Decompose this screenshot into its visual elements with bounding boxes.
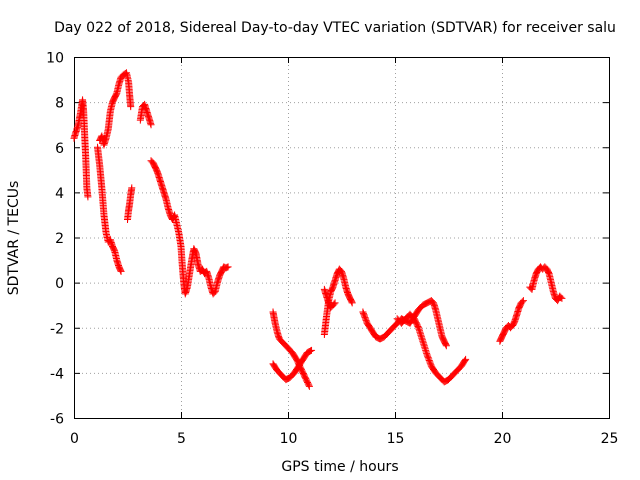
data-point xyxy=(117,267,125,275)
data-point xyxy=(518,298,526,306)
data-point xyxy=(117,266,125,274)
x-tick-label: 10 xyxy=(280,431,298,447)
axis-ticks: 0 5 10 15 20 25 -6 -4 -2 0 2 4 6 8 10 xyxy=(46,51,618,448)
data-point xyxy=(305,382,313,390)
x-tick-label: 0 xyxy=(70,431,79,447)
data-point xyxy=(308,346,316,354)
y-tick-label: -6 xyxy=(50,412,64,428)
data-point xyxy=(223,263,231,271)
y-tick-label: 8 xyxy=(55,96,64,112)
data-point xyxy=(330,300,338,308)
data-point xyxy=(331,299,339,307)
data-point xyxy=(557,293,565,301)
data-point xyxy=(442,341,450,349)
data-point xyxy=(462,355,470,363)
data-point xyxy=(127,103,135,111)
data-point xyxy=(461,356,469,364)
data-point xyxy=(348,299,356,307)
data-point xyxy=(147,121,155,129)
data-points xyxy=(70,69,566,390)
data-point xyxy=(519,297,527,305)
x-tick-label: 25 xyxy=(601,431,619,447)
x-tick-label: 20 xyxy=(494,431,512,447)
data-point xyxy=(224,263,232,271)
y-axis-label: SDTVAR / TECUs xyxy=(6,181,22,296)
y-tick-label: 10 xyxy=(46,51,64,67)
data-point xyxy=(442,342,450,350)
data-point xyxy=(84,193,92,201)
grid-lines xyxy=(74,57,609,418)
y-tick-label: 0 xyxy=(55,276,64,292)
data-point xyxy=(348,298,356,306)
y-tick-label: 4 xyxy=(55,186,64,202)
data-point xyxy=(306,347,314,355)
x-tick-label: 5 xyxy=(177,431,186,447)
data-point xyxy=(558,294,566,302)
data-point xyxy=(305,381,313,389)
plot-frame xyxy=(74,57,610,419)
x-tick-label: 15 xyxy=(387,431,405,447)
chart-title: Day 022 of 2018, Sidereal Day-to-day VTE… xyxy=(54,20,616,36)
y-tick-label: -4 xyxy=(50,366,64,382)
y-tick-label: 6 xyxy=(55,141,64,157)
x-axis-label: GPS time / hours xyxy=(281,459,398,475)
data-point xyxy=(128,184,136,192)
y-tick-label: -2 xyxy=(50,321,64,337)
y-tick-label: 2 xyxy=(55,231,64,247)
